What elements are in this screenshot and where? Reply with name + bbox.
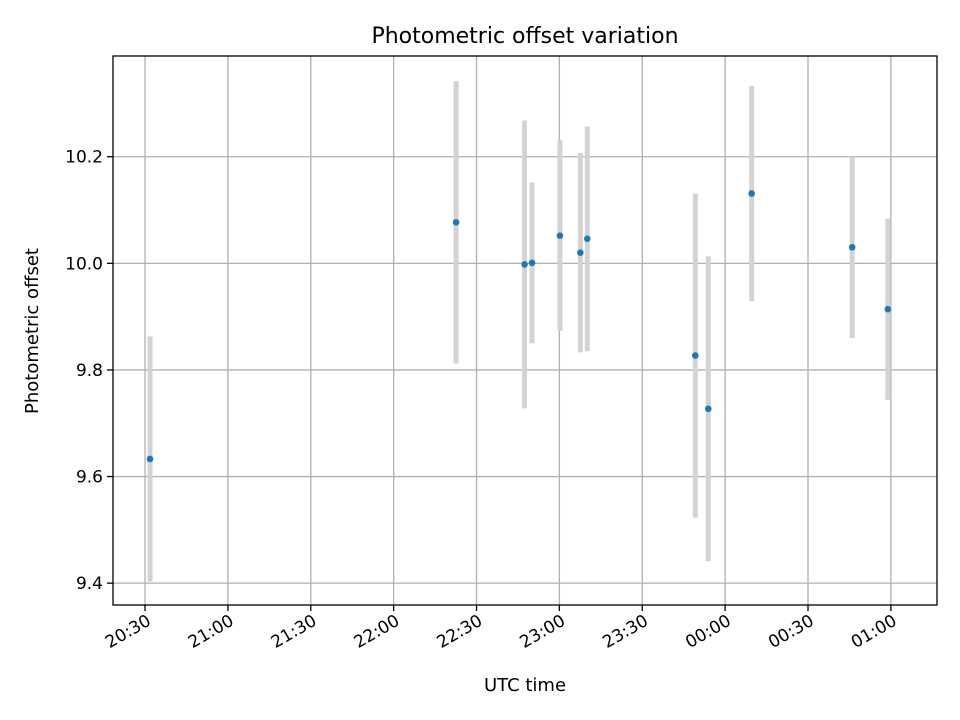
- data-point: [452, 218, 460, 226]
- data-point: [691, 352, 699, 359]
- x-tick-label: 20:30: [102, 611, 154, 653]
- x-axis: 20:30 21:00 21:30 22:00 22:30 23:00 23:30 00:00…: [102, 605, 900, 653]
- x-tick-label: 22:00: [351, 611, 403, 653]
- data-point: [704, 405, 712, 413]
- data-point: [748, 190, 755, 197]
- data-point: [556, 232, 564, 239]
- data-points: [146, 190, 892, 463]
- y-tick-label: 9.6: [76, 468, 103, 488]
- data-point: [577, 249, 584, 256]
- data-point: [146, 455, 154, 463]
- x-axis-label: UTC time: [484, 675, 566, 696]
- data-point: [848, 244, 856, 251]
- x-tick-label: 01:00: [848, 611, 900, 653]
- y-axis-label: Photometric offset: [22, 248, 43, 414]
- x-tick-label: 23:30: [599, 611, 651, 653]
- x-tick-label: 00:00: [682, 611, 734, 653]
- plot-frame: [112, 55, 938, 606]
- y-tick-label: 10.2: [65, 148, 103, 168]
- y-tick-label: 9.4: [76, 574, 103, 594]
- x-tick-label: 21:00: [185, 611, 237, 653]
- x-tick-label: 00:30: [765, 611, 817, 653]
- x-tick-label: 22:30: [434, 611, 486, 653]
- data-point: [528, 259, 536, 267]
- y-tick-label: 10.0: [65, 254, 103, 274]
- data-point: [884, 305, 892, 313]
- y-axis: 9.4 9.6 9.8 10.0 10.2: [65, 148, 113, 594]
- data-point: [583, 235, 591, 243]
- y-tick-label: 9.8: [76, 361, 103, 381]
- x-tick-label: 23:00: [516, 611, 568, 653]
- chart-title: Photometric offset variation: [371, 24, 678, 49]
- data-point: [521, 261, 528, 268]
- x-tick-label: 21:30: [268, 611, 320, 653]
